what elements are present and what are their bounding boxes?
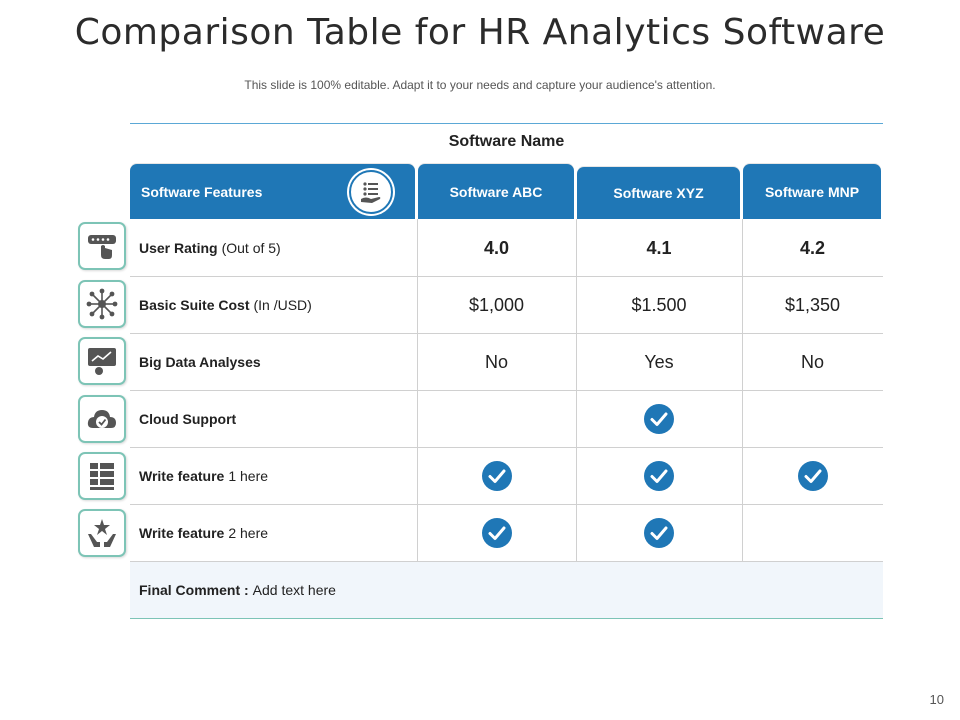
feature-label-detail: 2 here: [228, 525, 269, 541]
check-circle-icon: [797, 461, 828, 491]
cloud-check-icon: [78, 395, 126, 443]
column-header-software-xyz: Software XYZ: [577, 167, 740, 219]
check-circle-icon: [481, 461, 512, 491]
top-divider: [130, 123, 883, 124]
check-circle-icon: [644, 461, 674, 491]
check-cell: [576, 448, 742, 504]
value-cell: 4.0: [483, 237, 510, 258]
final-comment-label: Final Comment :: [139, 582, 249, 598]
check-circle-icon: [481, 518, 512, 548]
final-comment-row: Final Comment : Add text here: [130, 562, 883, 619]
value-cell: No: [800, 351, 824, 372]
check-cell: [418, 391, 575, 447]
value-cell: $1,350: [784, 294, 841, 315]
check-cell: [742, 505, 883, 561]
value-cell: 4.2: [799, 237, 826, 258]
rating-icon: [78, 222, 126, 270]
group-header: Software Name: [448, 133, 565, 150]
value-cell: Yes: [644, 351, 674, 372]
value-cell: $1,000: [468, 294, 525, 315]
table-row: Write feature 2 here: [130, 505, 883, 562]
check-circle-icon: [644, 404, 674, 434]
check-cell: [418, 505, 575, 561]
column-header-software-mnp: Software MNP: [743, 164, 881, 219]
column-header-software-abc: Software ABC: [418, 164, 574, 219]
slide-subtitle: This slide is 100% editable. Adapt it to…: [244, 78, 716, 92]
features-header-label: Software Features: [141, 183, 263, 200]
analytics-icon: [78, 337, 126, 385]
feature-label-detail: (Out of 5): [221, 240, 281, 256]
server-icon: [78, 452, 126, 500]
value-cell: 4.1: [646, 237, 672, 258]
check-cell: [576, 505, 742, 561]
feature-label-detail: 1 here: [228, 468, 269, 484]
features-header: Software Features: [130, 164, 415, 219]
feature-label: Big Data Analyses: [139, 354, 261, 370]
table-row: Big Data Analyses No Yes No: [130, 334, 883, 391]
check-cell: [742, 448, 883, 504]
slide-title: Comparison Table for HR Analytics Softwa…: [74, 12, 886, 53]
page-number: 10: [929, 692, 944, 707]
network-icon: [78, 280, 126, 328]
feature-label: Basic Suite Cost: [139, 297, 250, 313]
checklist-hand-icon: [349, 169, 393, 214]
feature-label: Write feature: [139, 468, 225, 484]
feature-label: Cloud Support: [139, 411, 237, 427]
feature-label: Write feature: [139, 525, 225, 541]
check-cell: [418, 448, 575, 504]
check-cell: [742, 391, 883, 447]
feature-label-detail: (In /USD): [253, 297, 312, 313]
value-cell: $1.500: [631, 294, 687, 315]
value-cell: No: [484, 351, 508, 372]
final-comment-text: Add text here: [252, 582, 336, 598]
check-cell: [576, 391, 742, 447]
hands-star-icon: [78, 509, 126, 557]
check-circle-icon: [644, 518, 674, 548]
table-row: User Rating (Out of 5) 4.0 4.1 4.2: [130, 220, 883, 277]
table-row: Write feature 1 here: [130, 448, 883, 505]
feature-label: User Rating: [139, 240, 218, 256]
table-row: Cloud Support: [130, 391, 883, 448]
table-row: Basic Suite Cost (In /USD) $1,000 $1.500 …: [130, 277, 883, 334]
